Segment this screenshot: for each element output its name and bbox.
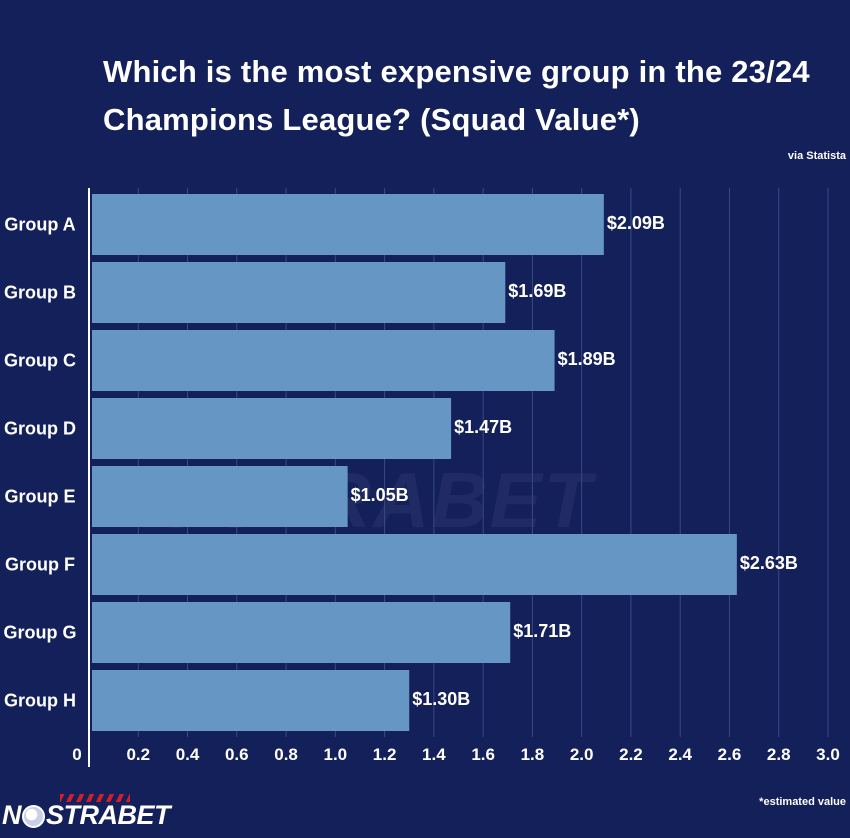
logo-text-end: STRABET [46,799,171,830]
x-tick-label: 1.2 [373,745,397,764]
category-label: Group C [4,351,76,371]
chart-title: Which is the most expensive group in the… [103,54,810,137]
soccer-ball-icon [22,804,45,828]
x-tick-label: 1.8 [521,745,545,764]
bar [92,330,555,391]
bar [92,534,737,595]
bar [92,602,511,663]
bar [92,262,506,323]
bar [92,466,348,527]
x-tick-label: 1.4 [422,745,446,764]
value-label: $1.89B [558,349,616,369]
category-label: Group H [4,691,76,711]
value-label: $1.05B [351,485,409,505]
footnote: *estimated value [759,796,846,808]
value-label: $2.09B [607,213,665,233]
value-label: $2.63B [740,553,798,573]
x-tick-label: 2.0 [570,745,594,764]
x-tick-label: 1.0 [324,745,348,764]
x-tick-label: 0.8 [274,745,298,764]
bar [92,670,410,731]
category-label: Group D [4,419,76,439]
category-label: Group B [4,283,76,303]
value-label: $1.71B [513,621,571,641]
x-tick-label: 2.2 [619,745,643,764]
category-label: Group G [4,623,77,643]
x-tick-label: 1.6 [471,745,495,764]
source-note: via Statista [787,150,846,162]
x-tick-label: 2.6 [718,745,742,764]
bar [92,194,604,255]
bar [92,398,452,459]
logo-stripes [60,794,130,802]
category-label: Group A [4,215,75,235]
x-tick-label: 0.4 [176,745,200,764]
x-tick-label: 0.6 [225,745,249,764]
category-label: Group F [5,555,75,575]
x-tick-label: 2.8 [767,745,791,764]
brand-logo: N STRABET [2,794,171,830]
x-tick-label: 0.2 [126,745,150,764]
x-tick-label: 0 [72,745,81,764]
value-label: $1.30B [412,689,470,709]
value-label: $1.47B [454,417,512,437]
x-tick-label: 3.0 [816,745,840,764]
x-tick-label: 2.4 [668,745,692,764]
value-label: $1.69B [508,281,566,301]
logo-text-start: N [2,799,22,830]
category-label: Group E [5,487,76,507]
